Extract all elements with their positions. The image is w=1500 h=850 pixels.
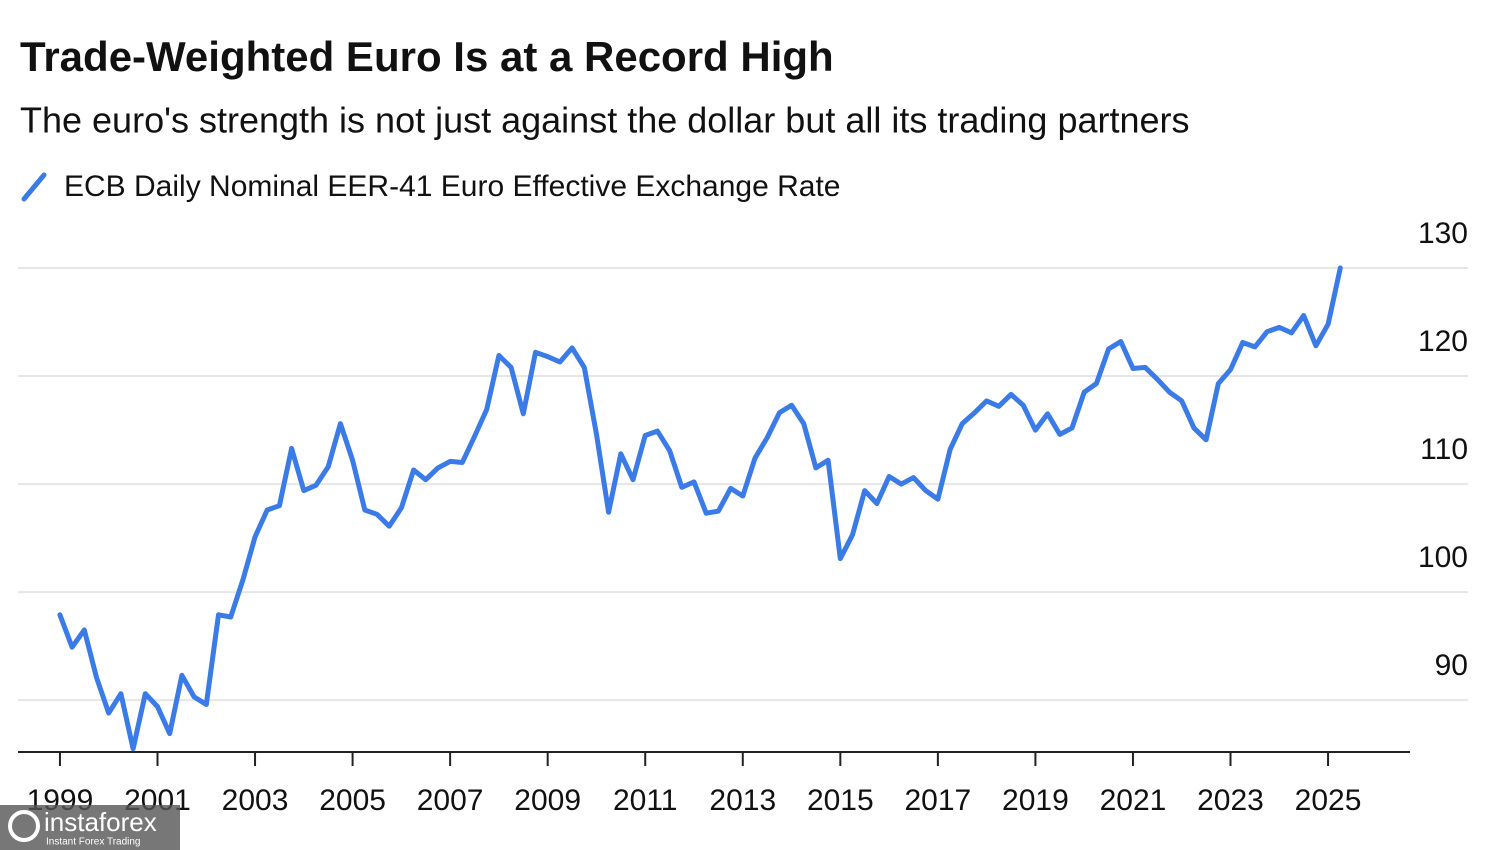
x-tick-label: 2021	[1100, 784, 1167, 817]
watermark-name: instaforex	[44, 807, 157, 837]
x-tick-label: 2023	[1197, 784, 1264, 817]
data-line	[57, 265, 1343, 752]
x-tick-label: 2013	[709, 784, 776, 817]
legend-label: ECB Daily Nominal EER-41 Euro Effective …	[64, 170, 840, 203]
legend-icon	[21, 172, 47, 202]
x-tick-label: 2019	[1002, 784, 1069, 817]
legend: ECB Daily Nominal EER-41 Euro Effective …	[21, 170, 840, 203]
y-tick-label: 90	[1435, 649, 1468, 682]
watermark: instaforex Instant Forex Trading	[0, 805, 180, 850]
x-tick-label: 2011	[613, 784, 678, 817]
x-tick-label: 2007	[417, 784, 484, 817]
x-tick-label: 2017	[904, 784, 971, 817]
watermark-icon	[8, 810, 40, 842]
y-tick-label: 120	[1418, 325, 1468, 358]
y-tick-label: 100	[1418, 541, 1468, 574]
chart-title: Trade-Weighted Euro Is at a Record High	[20, 33, 834, 80]
x-tick-label: 2003	[222, 784, 289, 817]
x-tick-label: 2009	[514, 784, 581, 817]
y-tick-label: 130	[1418, 217, 1468, 250]
y-tick-label: 110	[1420, 433, 1468, 466]
x-tick-label: 2015	[807, 784, 874, 817]
x-tick-label: 2025	[1295, 784, 1362, 817]
x-tick-label: 2005	[319, 784, 386, 817]
chart-subtitle: The euro's strength is not just against …	[20, 100, 1190, 141]
watermark-tagline: Instant Forex Trading	[46, 837, 141, 848]
